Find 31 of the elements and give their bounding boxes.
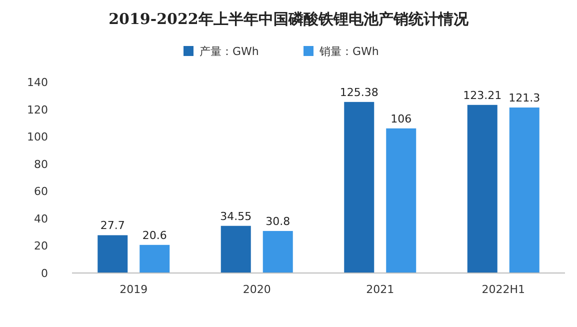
y-tick-label: 80 bbox=[34, 158, 48, 171]
bar bbox=[98, 235, 128, 273]
data-label: 34.55 bbox=[220, 210, 252, 223]
data-label: 30.8 bbox=[266, 214, 290, 228]
data-label: 121.3 bbox=[508, 92, 540, 105]
bar bbox=[386, 128, 416, 273]
bar bbox=[344, 102, 374, 273]
chart-title: 2019-2022年上半年中国磷酸铁锂电池产销统计情况 bbox=[108, 10, 470, 28]
data-label: 125.38 bbox=[340, 86, 378, 99]
bar bbox=[467, 104, 498, 273]
y-tick-label: 40 bbox=[34, 212, 48, 226]
x-tick-label: 2019 bbox=[120, 283, 148, 296]
data-label: 106 bbox=[390, 112, 412, 126]
y-tick-label: 120 bbox=[27, 103, 48, 116]
data-label: 123.21 bbox=[463, 88, 502, 102]
bar bbox=[262, 230, 293, 273]
y-tick-label: 20 bbox=[34, 240, 48, 253]
y-tick-label: 0 bbox=[41, 267, 48, 280]
bar bbox=[509, 108, 540, 273]
y-tick-label: 100 bbox=[27, 130, 48, 144]
y-tick-label: 140 bbox=[27, 76, 48, 89]
legend-label: 销量：GWh bbox=[318, 45, 379, 58]
bar bbox=[140, 244, 170, 273]
x-tick-label: 2020 bbox=[242, 283, 271, 296]
x-tick-label: 2021 bbox=[366, 283, 394, 296]
data-label: 27.7 bbox=[100, 219, 125, 232]
y-tick-label: 60 bbox=[34, 185, 48, 198]
bar bbox=[220, 226, 251, 273]
legend-label: 产量：GWh bbox=[200, 45, 259, 58]
data-label: 20.6 bbox=[142, 228, 167, 242]
x-tick-label: 2022H1 bbox=[482, 283, 526, 296]
